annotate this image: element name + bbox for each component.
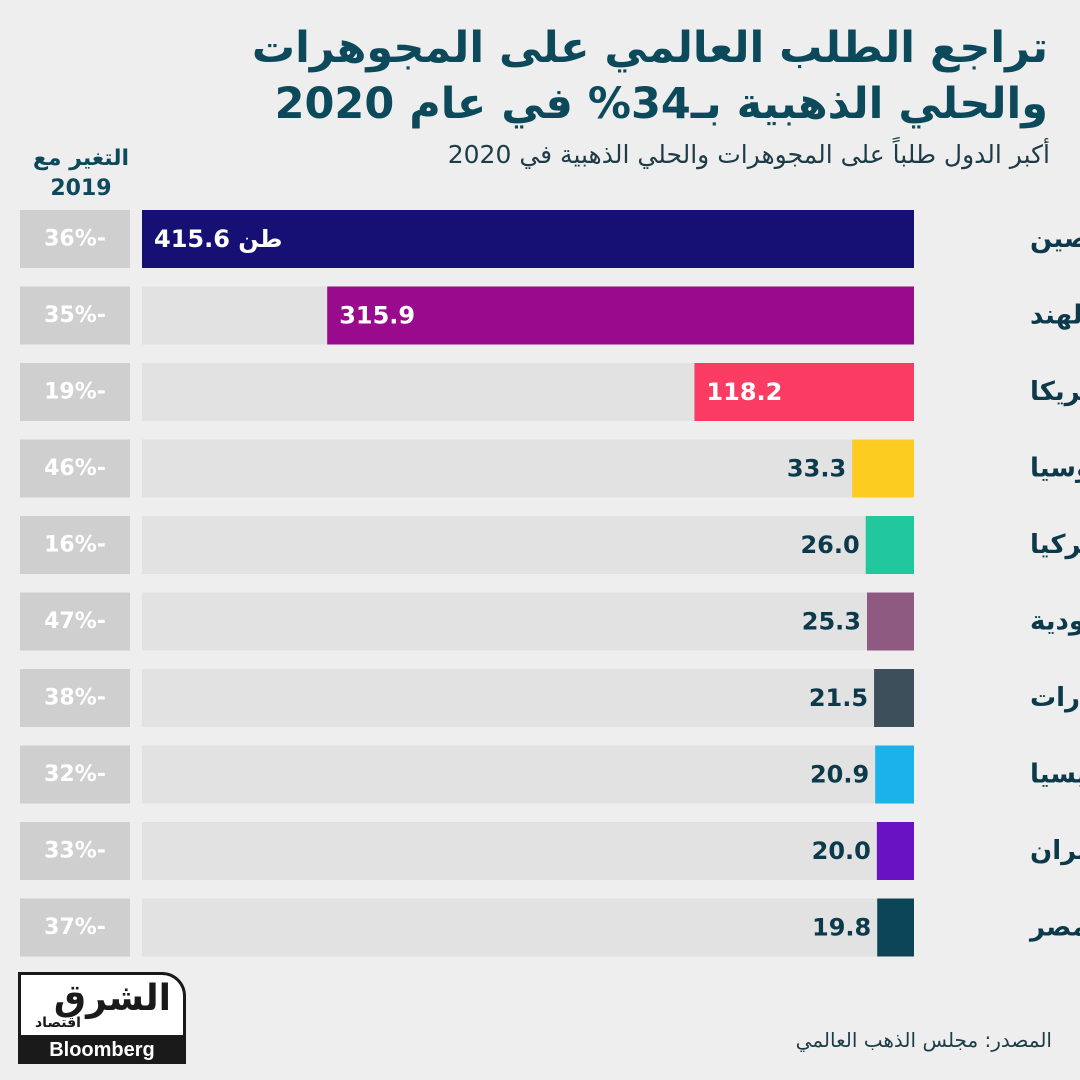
change-box: [20, 592, 130, 651]
source-note: المصدر: مجلس الذهب العالمي: [795, 1028, 1052, 1052]
change-box: [20, 822, 130, 880]
category-label: تركيا: [1030, 530, 1080, 560]
bar: [867, 592, 914, 651]
category-label: أمريكا: [1030, 374, 1080, 407]
change-value: -37%: [44, 915, 106, 940]
value-label: 19.8: [812, 914, 871, 942]
value-label: 20.0: [812, 837, 871, 865]
change-value: -36%: [44, 227, 106, 252]
change-box: [20, 898, 130, 957]
value-label: 25.3: [802, 608, 861, 636]
value-label: 33.3: [787, 455, 846, 483]
logo-main-text: الشرق: [53, 978, 171, 1019]
change-box: [20, 516, 130, 574]
value-label: 118.2: [706, 378, 782, 406]
bar-track: [142, 898, 914, 957]
change-value: -46%: [44, 456, 106, 481]
category-label: السعودية: [1030, 607, 1080, 637]
value-label: 315.9: [339, 302, 415, 330]
value-label: 21.5: [809, 684, 868, 712]
change-box: [20, 286, 130, 345]
change-value: -32%: [44, 762, 106, 787]
change-box: [20, 669, 130, 727]
category-label: روسيا: [1030, 454, 1080, 484]
change-box: [20, 210, 130, 268]
bar-track: [142, 745, 914, 804]
bar-track: [142, 516, 914, 574]
value-label: 415.6 طن: [154, 225, 282, 253]
logo-partner-text: Bloomberg: [18, 1036, 186, 1064]
change-value: -16%: [44, 533, 106, 558]
category-label: إيران: [1030, 836, 1080, 866]
bar: [877, 898, 914, 957]
bar-track: [142, 669, 914, 727]
category-label: الصين: [1030, 224, 1080, 254]
change-value: -33%: [44, 839, 106, 864]
chart-subtitle: أكبر الدول طلباً على المجوهرات والحلي ال…: [447, 140, 1050, 169]
change-value: -47%: [44, 609, 106, 634]
category-label: الإمارات: [1030, 683, 1080, 713]
bar-track: [142, 439, 914, 498]
category-label: إندونيسيا: [1030, 760, 1080, 790]
bar: [875, 745, 914, 804]
bar: [876, 822, 914, 880]
logo-sub-text: اقتصاد: [35, 1015, 81, 1031]
chart-title: تراجع الطلب العالمي على المجوهرات والحلي…: [251, 23, 1048, 129]
logo-frame: الشرق اقتصاد: [18, 972, 186, 1038]
change-value: -35%: [44, 303, 106, 328]
change-box: [20, 439, 130, 498]
change-column-header: التغير مع 2019: [32, 146, 130, 201]
change-box: [20, 363, 130, 421]
bar-track: [142, 592, 914, 651]
change-box: [20, 745, 130, 804]
category-label: مصر: [1028, 913, 1080, 943]
bar: [694, 363, 914, 421]
value-label: 20.9: [810, 761, 869, 789]
change-value: -19%: [44, 380, 106, 405]
bar: [865, 516, 914, 574]
category-label: الهند: [1030, 301, 1080, 331]
change-value: -38%: [44, 686, 106, 711]
bar-track: [142, 822, 914, 880]
bar: [142, 210, 914, 268]
bar: [327, 286, 915, 345]
bar: [852, 439, 914, 498]
bar: [874, 669, 914, 727]
brand-logo: الشرق اقتصاد Bloomberg: [18, 972, 186, 1064]
value-label: 26.0: [800, 531, 859, 559]
